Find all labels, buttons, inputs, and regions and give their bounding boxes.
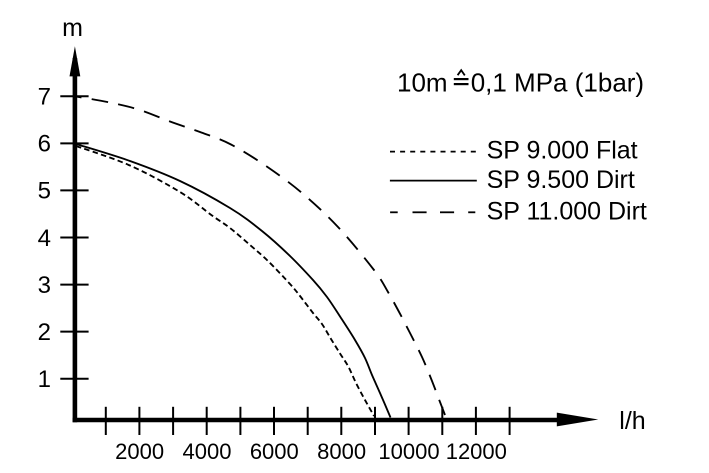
svg-text:10000: 10000 bbox=[378, 439, 439, 464]
svg-text:4: 4 bbox=[38, 225, 51, 252]
svg-text:0,1 MPa (1bar): 0,1 MPa (1bar) bbox=[471, 67, 644, 97]
svg-text:m: m bbox=[62, 14, 83, 42]
svg-text:1: 1 bbox=[38, 366, 51, 393]
svg-text:6000: 6000 bbox=[250, 439, 299, 464]
svg-text:8000: 8000 bbox=[317, 439, 366, 464]
svg-text:SP 9.500 Dirt: SP 9.500 Dirt bbox=[487, 166, 635, 194]
svg-text:l/h: l/h bbox=[619, 407, 645, 435]
svg-text:12000: 12000 bbox=[446, 439, 507, 464]
svg-text:2: 2 bbox=[38, 319, 51, 346]
svg-text:2000: 2000 bbox=[115, 439, 164, 464]
svg-text:7: 7 bbox=[38, 84, 51, 111]
svg-text:SP 9.000 Flat: SP 9.000 Flat bbox=[487, 136, 638, 164]
svg-text:5: 5 bbox=[38, 178, 51, 205]
svg-text:10m: 10m bbox=[397, 67, 448, 97]
svg-text:6: 6 bbox=[38, 131, 51, 158]
svg-text:4000: 4000 bbox=[183, 439, 232, 464]
svg-text:3: 3 bbox=[38, 272, 51, 299]
svg-text:SP 11.000 Dirt: SP 11.000 Dirt bbox=[487, 197, 647, 225]
